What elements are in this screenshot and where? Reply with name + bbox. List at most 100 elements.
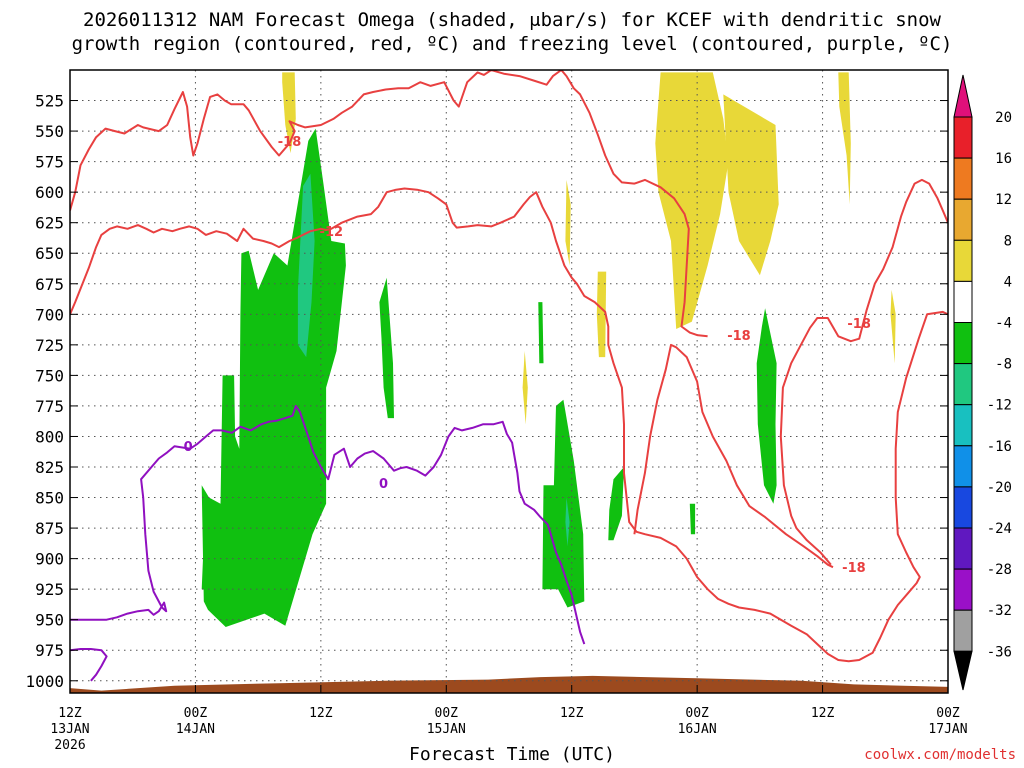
- colorbar-label: -28: [987, 562, 1012, 578]
- dgz-lower-right-contour: [633, 343, 834, 569]
- grid-lines: [70, 70, 948, 693]
- contour-label: -12: [320, 225, 344, 240]
- colorbar-label: 20: [995, 110, 1012, 126]
- colorbar-segment: [953, 239, 973, 282]
- colorbar-segment: [953, 568, 973, 611]
- colorbar-bottom-arrow: [953, 650, 973, 691]
- x-tick-label: 12Z: [309, 706, 333, 721]
- x-tick-label: 17JAN: [928, 722, 967, 737]
- colorbar-segment: [953, 486, 973, 529]
- omega-green-small-2: [689, 503, 696, 535]
- omega-yellow-far-right: [838, 72, 851, 205]
- contours: [70, 70, 948, 682]
- y-tick-label: 625: [35, 214, 64, 233]
- contour-label: -18: [847, 317, 871, 332]
- colorbar-label: -36: [987, 644, 1012, 660]
- x-axis-label: Forecast Time (UTC): [409, 744, 615, 765]
- colorbar-segment: [953, 157, 973, 200]
- colorbar-segment: [953, 609, 973, 652]
- x-tick-label: 12Z: [58, 706, 82, 721]
- y-tick-label: 950: [35, 611, 64, 630]
- y-tick-label: 575: [35, 153, 64, 172]
- colorbar-segment: [953, 198, 973, 241]
- colorbar-segment: [953, 527, 973, 570]
- x-tick-label: 00Z: [184, 706, 208, 721]
- x-tick-label: 14JAN: [176, 722, 215, 737]
- terrain-fill: [70, 675, 948, 693]
- y-tick-label: 925: [35, 580, 64, 599]
- omega-yellow-upper-right-2: [723, 94, 779, 276]
- omega-shading: [201, 72, 896, 627]
- omega-green-main-column: [201, 128, 346, 627]
- contour-label: -18: [278, 135, 302, 150]
- y-tick-label: 800: [35, 427, 64, 446]
- colorbar-segment: [953, 280, 973, 323]
- plot-frame: [69, 69, 949, 694]
- x-tick-label: 00Z: [936, 706, 960, 721]
- colorbar-label: -16: [987, 439, 1012, 455]
- contour-label: -18: [727, 329, 751, 344]
- contour-label: -18: [842, 561, 866, 576]
- y-tick-label: 825: [35, 458, 64, 477]
- colorbar-label: -8: [995, 357, 1012, 373]
- y-tick-label: 1000: [25, 672, 64, 691]
- y-tick-label: 725: [35, 336, 64, 355]
- y-tick-label: 675: [35, 275, 64, 294]
- omega-yellow-small-3: [890, 289, 896, 364]
- colorbar-segment: [953, 116, 973, 159]
- x-tick-label: 12Z: [811, 706, 835, 721]
- omega-green-strip-2: [538, 302, 544, 364]
- y-tick-label: 900: [35, 550, 64, 569]
- omega-yellow-small-4: [522, 351, 528, 425]
- omega-green-small-1: [608, 467, 624, 541]
- colorbar-label: 12: [995, 192, 1012, 208]
- omega-green-left-patch: [201, 515, 220, 590]
- y-tick-label: 550: [35, 122, 64, 141]
- chart-title: 2026011312 NAM Forecast Omega (shaded, μ…: [0, 8, 1024, 56]
- y-tick-label: 700: [35, 305, 64, 324]
- x-tick-label: 16JAN: [678, 722, 717, 737]
- x-tick-label: 15JAN: [427, 722, 466, 737]
- omega-yellow-top-left: [282, 72, 296, 154]
- title-line-1: 2026011312 NAM Forecast Omega (shaded, μ…: [83, 9, 941, 31]
- y-tick-label: 850: [35, 489, 64, 508]
- colorbar-top-arrow: [953, 74, 973, 118]
- colorbar-label: -32: [987, 603, 1012, 619]
- y-tick-label: 875: [35, 519, 64, 538]
- colorbar-label: -20: [987, 480, 1012, 496]
- omega-green-lower-mid: [542, 399, 585, 608]
- colorbar-label: 4: [1004, 274, 1012, 290]
- x-tick-label: 12Z: [560, 706, 584, 721]
- y-tick-label: 775: [35, 397, 64, 416]
- terrain-surface: [70, 675, 948, 693]
- freezing-level-0c-upper: [70, 648, 108, 682]
- omega-teal-lower-mid: [565, 497, 570, 547]
- omega-yellow-upper-right: [655, 72, 729, 330]
- colorbar-label: -12: [987, 398, 1012, 414]
- contour-labels: -18 -12 -18 -18 -18 0 0: [184, 135, 871, 576]
- y-tick-label: 650: [35, 244, 64, 263]
- colorbar-segment: [953, 445, 973, 488]
- colorbar-label: 8: [1004, 233, 1012, 249]
- y-tick-label: 750: [35, 366, 64, 385]
- colorbar-segment: [953, 322, 973, 365]
- dgz-middle-contour: [70, 187, 948, 663]
- y-axis-ticks: 525 550 575 600 625 650 675 700 725 750 775 800 825 8…: [25, 92, 948, 691]
- x-tick-label: 13JAN: [50, 722, 89, 737]
- colorbar-label: 16: [995, 151, 1012, 167]
- title-line-2: growth region (contoured, red, ºC) and f…: [71, 33, 953, 55]
- x-tick-label: 00Z: [435, 706, 459, 721]
- y-tick-label: 600: [35, 183, 64, 202]
- freezing-level-0c-main: [70, 404, 586, 645]
- omega-teal-core: [297, 173, 315, 358]
- y-tick-label: 525: [35, 92, 64, 111]
- colorbar: 20 16 12 8 4 -4 -8 -12 -16 -20 -24 -28 -32 -36: [953, 74, 1012, 691]
- contour-label: 0: [379, 477, 388, 492]
- colorbar-label: -24: [987, 521, 1012, 537]
- credit-link[interactable]: coolwx.com/modelts: [864, 747, 1016, 763]
- contour-label: 0: [184, 440, 193, 455]
- omega-green-strip-1: [379, 277, 394, 419]
- dgz-upper-contour: [70, 70, 708, 338]
